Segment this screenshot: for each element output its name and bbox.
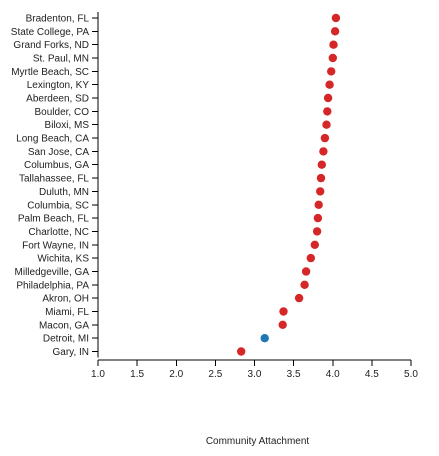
- data-point: [314, 200, 323, 209]
- data-point: [278, 320, 287, 329]
- data-point: [330, 27, 340, 36]
- data-point: [317, 160, 326, 169]
- x-tick-label: 2.0: [169, 369, 183, 380]
- data-point: [306, 253, 315, 263]
- x-tick-label: 2.5: [208, 369, 222, 380]
- y-tick-label: Tallahassee, FL: [19, 174, 89, 185]
- data-point: [237, 347, 246, 356]
- x-axis-title: Community Attachment: [206, 436, 310, 447]
- x-tick-label: 4.5: [365, 369, 379, 380]
- data-point: [279, 307, 288, 316]
- data-point: [320, 133, 330, 143]
- data-point: [322, 120, 331, 129]
- y-tick-label: Charlotte, NC: [28, 227, 89, 238]
- y-tick-label: Palm Beach, FL: [18, 214, 90, 225]
- y-tick-label: Columbus, GA: [24, 160, 89, 171]
- data-point: [323, 93, 333, 103]
- y-tick-label: Macon, GA: [39, 320, 89, 331]
- data-point: [323, 107, 332, 116]
- data-point: [313, 213, 323, 223]
- x-axis: 1.0 1.5 2.0 2.5 3.0 3.5 4.0 4.5 5.0: [91, 359, 418, 380]
- data-point: [312, 227, 322, 236]
- y-tick-label: Gary, IN: [53, 347, 89, 358]
- y-tick-label: Miami, FL: [45, 307, 89, 318]
- y-axis: Bradenton, FL State College, PA Grand Fork…: [11, 12, 99, 358]
- y-tick-label: Bradenton, FL: [26, 14, 90, 25]
- data-point: [310, 240, 319, 249]
- y-tick-label: San Jose, CA: [28, 147, 89, 158]
- y-tick-label: Myrtle Beach, SC: [11, 67, 89, 78]
- data-point: [316, 187, 325, 196]
- x-tick-label: 4.0: [326, 369, 340, 380]
- data-point: [301, 267, 311, 276]
- y-tick-label: Lexington, KY: [27, 80, 90, 91]
- x-tick-label: 5.0: [404, 369, 418, 380]
- data-point: [300, 280, 309, 289]
- y-tick-label: Duluth, MN: [39, 187, 89, 198]
- data-point: [329, 40, 338, 49]
- highlighted-data-point: [260, 334, 269, 343]
- y-tick-label: Philadelphia, PA: [16, 280, 89, 291]
- y-tick-label: Detroit, MI: [43, 334, 89, 345]
- y-tick-label: Fort Wayne, IN: [22, 240, 89, 251]
- data-point: [327, 67, 336, 76]
- y-tick-label: State College, PA: [11, 27, 90, 38]
- data-point: [316, 173, 326, 183]
- x-tick-label: 1.5: [130, 369, 144, 380]
- x-tick-label: 3.0: [248, 369, 262, 380]
- y-tick-label: Biloxi, MS: [45, 120, 90, 131]
- y-tick-label: Long Beach, CA: [16, 134, 89, 145]
- x-tick-label: 3.5: [287, 369, 301, 380]
- data-point: [294, 293, 304, 303]
- data-point: [319, 147, 328, 156]
- y-tick-label: St. Paul, MN: [33, 54, 89, 65]
- y-tick-label: Aberdeen, SD: [26, 94, 89, 105]
- y-tick-label: Akron, OH: [42, 294, 89, 305]
- data-points: [237, 13, 341, 356]
- y-tick-label: Boulder, CO: [35, 107, 90, 118]
- data-point: [331, 13, 341, 23]
- y-tick-label: Wichita, KS: [37, 254, 89, 265]
- y-tick-label: Columbia, SC: [27, 200, 89, 211]
- x-tick-label: 1.0: [91, 369, 105, 380]
- data-point: [325, 80, 334, 89]
- y-tick-label: Milledgeville, GA: [15, 267, 90, 278]
- y-tick-label: Grand Forks, ND: [13, 40, 89, 51]
- data-point: [328, 53, 337, 63]
